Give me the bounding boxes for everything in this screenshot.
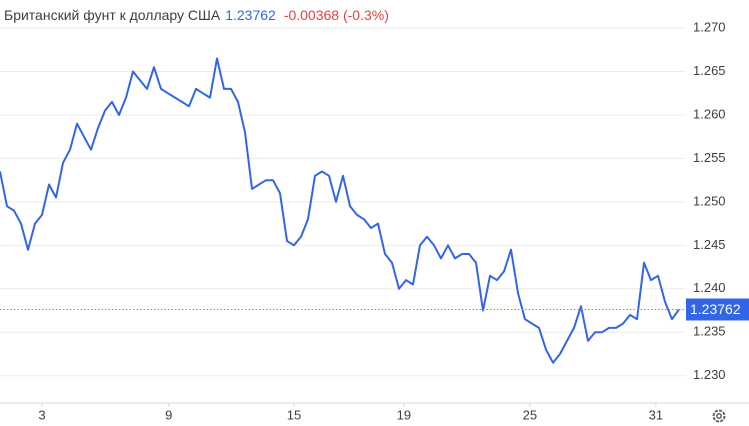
y-tick-label: 1.255 <box>693 150 726 165</box>
y-tick-label: 1.265 <box>693 63 726 78</box>
gear[interactable] <box>712 409 726 423</box>
y-tick-label: 1.230 <box>693 367 726 382</box>
change: -0.00368 (-0.3%) <box>284 7 389 23</box>
y-tick-label: 1.270 <box>693 20 726 35</box>
price-tag <box>686 298 749 321</box>
chart-title: Британский фунт к доллару США 1.23762 -0.0… <box>4 7 389 23</box>
x-tick-label: 3 <box>38 407 45 422</box>
x-tick-label: 19 <box>397 407 411 422</box>
y-tick-label: 1.240 <box>693 280 726 295</box>
y-tick-label: 1.260 <box>693 106 726 121</box>
gear-center[interactable] <box>716 413 722 419</box>
x-tick-label: 25 <box>523 407 537 422</box>
title: Британский фунт к доллару США <box>4 7 221 23</box>
x-tick-label: 9 <box>165 407 172 422</box>
y-tick-label: 1.250 <box>693 193 726 208</box>
x-tick-label: 31 <box>649 407 663 422</box>
y-tick-label: 1.235 <box>693 324 726 339</box>
price-line <box>0 57 680 364</box>
price-tag-label: 1.23762 <box>690 301 741 317</box>
x-tick-label: 15 <box>287 407 301 422</box>
settings-icon[interactable] <box>712 409 726 423</box>
y-tick-label: 1.245 <box>693 237 726 252</box>
price: 1.23762 <box>225 7 276 23</box>
